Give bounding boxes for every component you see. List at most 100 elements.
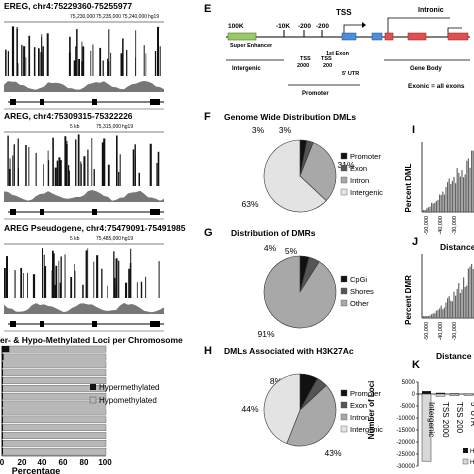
hist-x-tick: -40,000: [438, 216, 444, 235]
pie-label-intergenic: 44%: [241, 404, 258, 414]
hist-bar: [427, 316, 429, 318]
hist-j-xlabel: Distance t: [436, 351, 474, 361]
pie-label-cpgi: 4%: [264, 243, 277, 253]
k-bar-hyper: [464, 393, 473, 394]
hist-bar: [451, 301, 453, 318]
track-title-areg: AREG, chr4:75309315-75322226: [4, 111, 133, 121]
hist-bar: [467, 268, 469, 318]
methylation-bar: [69, 36, 71, 76]
hist-bar: [463, 177, 465, 212]
methylation-bar: [92, 44, 94, 76]
pie-label-shores: 5%: [285, 246, 298, 256]
track-coord-label: hg19: [122, 124, 133, 130]
chromosome-bar-hyper: [2, 377, 3, 384]
methylation-bar: [157, 151, 160, 186]
methylation-bar: [20, 267, 23, 298]
chromosome-bar-hyper: [2, 432, 3, 439]
hist-bar: [459, 293, 461, 318]
methylation-bar: [85, 250, 88, 298]
hist-bar: [471, 264, 473, 318]
hist-bar: [432, 313, 434, 318]
pie-legend-label: CpGi: [350, 275, 367, 284]
chromosome-bar-hypo: [1, 353, 107, 361]
hist-bar: [435, 310, 437, 318]
methylation-bar: [80, 161, 82, 186]
panel-letter-i: I: [412, 124, 415, 136]
axis-label-10k: -10K: [276, 23, 290, 30]
track-coord-label: 75,240,000: [122, 14, 147, 20]
chrom-tick-20: 20: [18, 458, 27, 467]
gene-exon: [92, 321, 97, 327]
hist-bar: [429, 206, 431, 212]
exon-3-box: [447, 32, 469, 41]
track-coord-label: 75,230,000: [70, 14, 95, 20]
hist-bar: [435, 200, 437, 212]
panel-letter-k: K: [412, 359, 420, 371]
methylation-bar: [12, 155, 14, 186]
pie-slice-other: [263, 255, 337, 329]
methylation-bar: [143, 45, 145, 76]
chromosome-panel-title: er- & Hypo-Methylated Loci per Chromosom…: [0, 335, 183, 345]
methylation-bar: [69, 170, 70, 186]
methylation-bar: [138, 172, 140, 186]
methylation-bar: [82, 284, 84, 298]
chromosome-bar-hypo: [1, 361, 107, 369]
methylation-bar: [113, 251, 115, 298]
pie-legend-swatch: [340, 389, 348, 397]
pie-label-intron: 43%: [324, 448, 341, 458]
methylation-bar: [28, 35, 31, 76]
hist-bar: [455, 295, 457, 318]
k-category-label: Intergenic: [427, 402, 436, 437]
k-legend-hypo: Hypo: [470, 460, 474, 466]
hist-bar: [458, 283, 460, 318]
hist-bar: [453, 291, 455, 318]
hist-bar: [448, 296, 450, 318]
hist-bar: [456, 288, 458, 318]
panel-letter-j: J: [412, 236, 418, 248]
chromosome-bar-hypo: [1, 424, 107, 432]
pie-legend-swatch: [340, 287, 348, 295]
methylation-bar: [90, 50, 92, 76]
chromosome-bar-hyper: [2, 440, 3, 447]
methylation-bar: [118, 171, 120, 186]
methylation-bar: [52, 250, 54, 298]
methylation-bar: [157, 26, 159, 76]
k-bar-hypo: [449, 393, 460, 396]
pie-legend-swatch: [340, 275, 348, 283]
hist-bar: [463, 277, 465, 318]
k-category-label: 5' UTR: [469, 402, 474, 427]
tss2000-label-1: TSS: [300, 56, 311, 62]
pie-legend-label: Intergenic: [350, 425, 383, 434]
methylation-bar: [145, 53, 147, 76]
methylation-bar: [17, 138, 19, 186]
track-coord-label: hg19: [148, 14, 159, 20]
methylation-bar: [23, 273, 24, 298]
methylation-bar: [6, 256, 8, 298]
methylation-bar: [16, 63, 19, 76]
k-bar-hypo: [463, 393, 474, 396]
methylation-bar: [7, 135, 9, 186]
methylation-bar: [77, 134, 80, 186]
pie-slice-intergenic: [263, 139, 327, 213]
methylation-bar: [129, 263, 132, 298]
first-exon-label: 1st Exon: [326, 51, 350, 57]
hist-bar: [451, 180, 453, 212]
methylation-bar: [110, 52, 112, 76]
hist-bar: [431, 202, 433, 212]
hist-bar: [431, 314, 433, 318]
k-y-tick: 5000: [402, 380, 416, 386]
gene-exon: [40, 321, 44, 327]
pie-legend-label: Other: [350, 299, 369, 308]
methylation-bar: [136, 282, 138, 298]
methylation-bar: [42, 248, 43, 298]
hist-bar: [445, 187, 447, 212]
chrom-tick-100: 100: [98, 458, 112, 467]
hist-x-tick: -50,000: [424, 322, 430, 341]
k-y-tick: -10000: [396, 416, 415, 422]
methylation-bar: [53, 253, 55, 298]
hist-bar: [434, 202, 436, 212]
pie-legend-label: Intron: [350, 176, 369, 185]
hist-bar: [440, 305, 442, 318]
pie-slice-intron: [286, 384, 337, 447]
